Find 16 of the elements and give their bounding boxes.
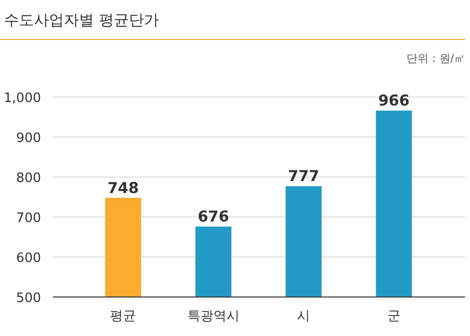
ytick: 1,000 [4, 91, 41, 106]
data-label: 777 [288, 167, 320, 186]
data-label: 748 [107, 178, 139, 197]
ytick: 800 [16, 171, 41, 186]
ytick: 500 [16, 291, 41, 306]
xtick: 시 [297, 309, 310, 324]
xtick: 특광역시 [187, 309, 240, 324]
title: 수도사업자별 평균단가 [4, 11, 159, 29]
data-label: 676 [198, 208, 230, 226]
ytick: 700 [16, 211, 41, 226]
xtick: 평균 [110, 309, 136, 324]
ytick: 900 [16, 131, 41, 146]
annotation: 단위 : 원/㎡ [406, 52, 465, 65]
xtick: 군 [387, 309, 400, 324]
ytick: 600 [16, 251, 41, 266]
data-label: 966 [378, 92, 410, 110]
